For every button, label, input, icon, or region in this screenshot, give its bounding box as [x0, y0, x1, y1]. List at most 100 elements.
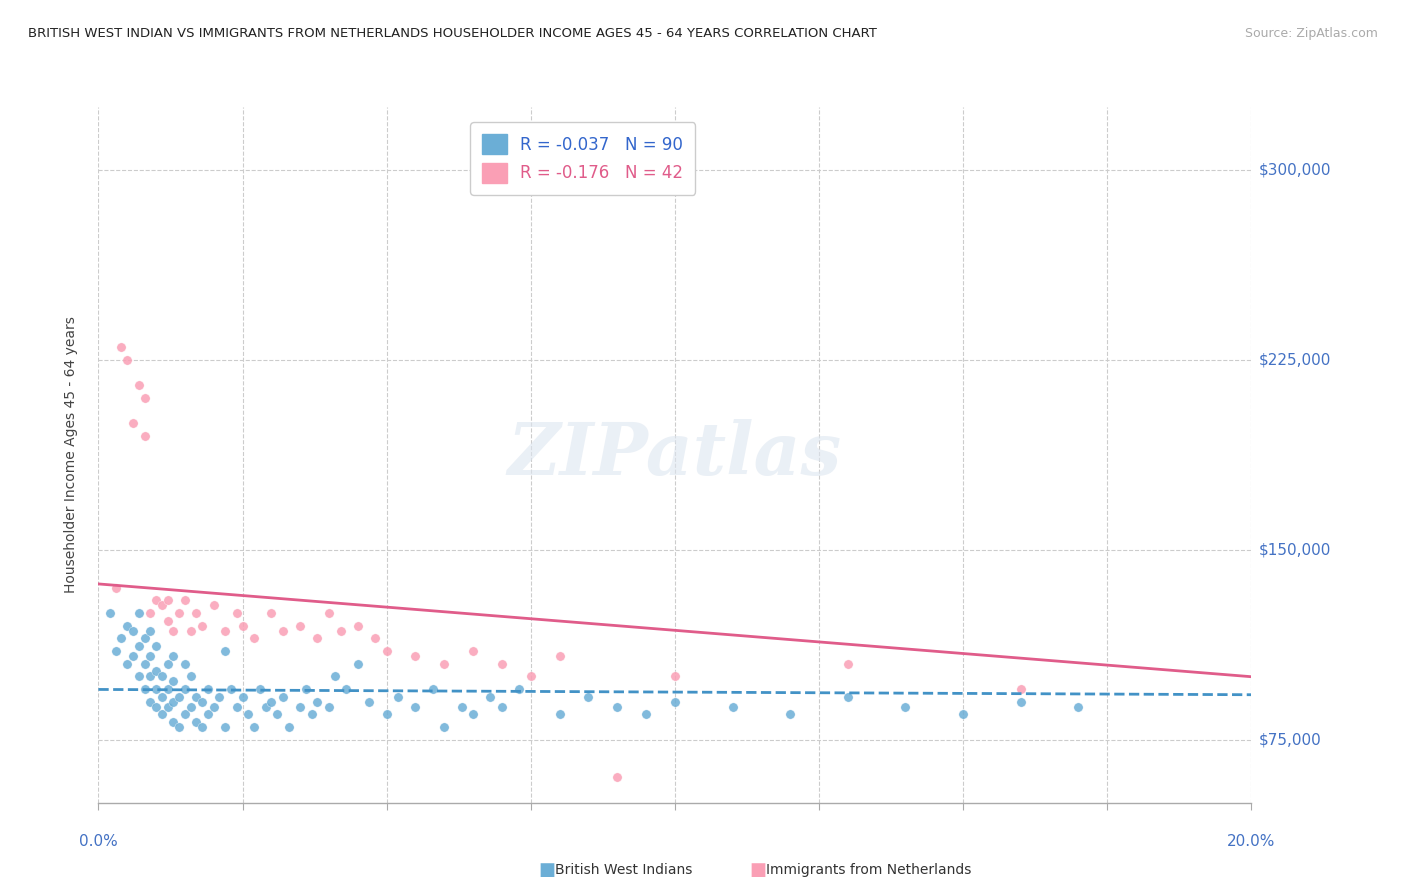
Point — [98, 606, 121, 620]
Point — [128, 669, 150, 683]
Point — [128, 639, 150, 653]
Point — [162, 624, 184, 638]
Point — [491, 699, 513, 714]
Text: $150,000: $150,000 — [1258, 542, 1330, 558]
Point — [231, 618, 254, 632]
Point — [318, 606, 340, 620]
Point — [174, 681, 197, 696]
Point — [243, 632, 266, 646]
Point — [186, 690, 208, 704]
Point — [110, 340, 132, 354]
Text: ZIPatlas: ZIPatlas — [508, 419, 842, 491]
Text: 0.0%: 0.0% — [79, 834, 118, 849]
Point — [243, 720, 266, 734]
Point — [1010, 681, 1032, 696]
Point — [335, 681, 357, 696]
Point — [167, 690, 190, 704]
Point — [117, 657, 138, 671]
Point — [202, 699, 225, 714]
Point — [202, 599, 225, 613]
Point — [1067, 699, 1090, 714]
Point — [290, 699, 312, 714]
Point — [318, 699, 340, 714]
Point — [214, 644, 236, 658]
Point — [479, 690, 502, 704]
Point — [174, 707, 197, 722]
Point — [260, 695, 283, 709]
Point — [225, 606, 247, 620]
Point — [422, 681, 444, 696]
Point — [346, 657, 368, 671]
Point — [174, 657, 197, 671]
Point — [238, 707, 260, 722]
Point — [219, 681, 242, 696]
Point — [162, 674, 184, 689]
Point — [606, 771, 628, 785]
Point — [162, 648, 184, 663]
Point — [290, 618, 312, 632]
Point — [548, 648, 571, 663]
Point — [150, 690, 173, 704]
Point — [231, 690, 254, 704]
Text: $225,000: $225,000 — [1258, 352, 1330, 368]
Point — [277, 720, 299, 734]
Point — [375, 644, 398, 658]
Text: Source: ZipAtlas.com: Source: ZipAtlas.com — [1244, 27, 1378, 40]
Point — [461, 644, 484, 658]
Point — [156, 614, 179, 628]
Point — [145, 681, 167, 696]
Point — [359, 695, 381, 709]
Point — [139, 695, 162, 709]
Point — [271, 624, 294, 638]
Point — [122, 624, 145, 638]
Point — [260, 606, 283, 620]
Point — [156, 699, 179, 714]
Point — [450, 699, 472, 714]
Point — [117, 353, 138, 368]
Point — [249, 681, 271, 696]
Point — [266, 707, 288, 722]
Point — [254, 699, 277, 714]
Point — [128, 378, 150, 392]
Point — [578, 690, 600, 704]
Point — [134, 391, 156, 405]
Point — [139, 606, 162, 620]
Point — [295, 681, 318, 696]
Point — [837, 657, 859, 671]
Point — [134, 681, 156, 696]
Point — [180, 669, 202, 683]
Point — [433, 720, 456, 734]
Point — [150, 599, 173, 613]
Point — [387, 690, 409, 704]
Text: British West Indians: British West Indians — [555, 863, 693, 877]
Point — [139, 669, 162, 683]
Point — [167, 606, 190, 620]
Point — [145, 593, 167, 607]
Point — [191, 618, 214, 632]
Point — [104, 581, 127, 595]
Point — [122, 648, 145, 663]
Point — [186, 606, 208, 620]
Point — [145, 665, 167, 679]
Point — [301, 707, 323, 722]
Point — [548, 707, 571, 722]
Point — [225, 699, 247, 714]
Point — [405, 648, 427, 663]
Point — [1010, 695, 1032, 709]
Point — [139, 624, 162, 638]
Point — [329, 624, 352, 638]
Point — [150, 669, 173, 683]
Point — [180, 624, 202, 638]
Point — [145, 699, 167, 714]
Text: ■: ■ — [538, 861, 555, 879]
Point — [461, 707, 484, 722]
Point — [174, 593, 197, 607]
Point — [952, 707, 974, 722]
Point — [191, 695, 214, 709]
Point — [145, 639, 167, 653]
Point — [167, 720, 190, 734]
Point — [180, 699, 202, 714]
Point — [307, 695, 329, 709]
Point — [208, 690, 231, 704]
Point — [162, 695, 184, 709]
